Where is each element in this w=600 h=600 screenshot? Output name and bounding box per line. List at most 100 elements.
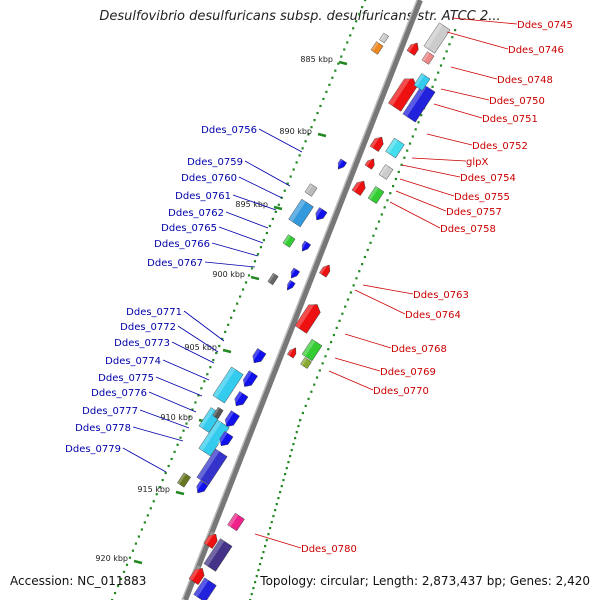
reverse-gene-label: Ddes_0762: [168, 208, 224, 219]
outer-track-dot: [366, 248, 369, 252]
gene-shine: [379, 33, 386, 41]
inner-track-dot: [164, 471, 167, 475]
forward-gene-block: [378, 164, 394, 180]
inner-track-dot: [227, 323, 230, 326]
outer-track-dot: [363, 255, 367, 259]
outer-track-dot: [324, 355, 327, 358]
kbp-tick-label: 895 kbp: [235, 200, 268, 209]
gene-shine: [378, 164, 389, 177]
gene-arrow: [351, 180, 366, 196]
outer-track-dot: [255, 575, 258, 578]
reverse-gene-leader: [132, 426, 184, 442]
outer-track-dot: [277, 497, 280, 500]
reverse-gene-leader: [204, 261, 256, 268]
inner-track-dot: [364, 0, 367, 2]
forward-gene-leader: [395, 190, 447, 212]
outer-track-dot: [341, 312, 344, 315]
outer-track-dot: [313, 383, 316, 386]
forward-gene-block: [319, 262, 331, 278]
forward-gene-label: Ddes_0780: [301, 544, 357, 555]
kbp-tick-label: 915 kbp: [137, 485, 170, 494]
gene-block: [227, 512, 245, 532]
outer-track-dot: [349, 291, 352, 294]
gene-shine: [189, 565, 201, 581]
inner-track-dot: [253, 260, 257, 263]
inner-track-dot: [137, 535, 140, 538]
outer-track-dot: [257, 569, 260, 572]
gene-shine: [240, 370, 253, 386]
gene-shine: [335, 158, 343, 169]
kbp-tick-label: 885 kbp: [300, 55, 333, 64]
outer-track-dot: [394, 177, 398, 181]
inner-track-dot: [346, 41, 349, 44]
outer-track-dot: [282, 479, 285, 482]
gene-shine: [249, 348, 261, 362]
reverse-gene-block: [282, 234, 296, 248]
reverse-gene-leader: [225, 211, 269, 229]
outer-track-dot: [304, 404, 307, 408]
outer-track-dot: [411, 135, 414, 138]
reverse-gene-label: Ddes_0773: [114, 338, 170, 349]
inner-track-dot: [233, 309, 236, 312]
gene-shine: [203, 538, 225, 567]
kbp-tick-mark: [175, 490, 185, 496]
outer-track-dot: [301, 411, 305, 415]
reverse-gene-block: [312, 207, 328, 221]
gene-block: [421, 51, 435, 65]
reverse-gene-block: [288, 267, 300, 279]
gene-shine: [231, 391, 243, 405]
reverse-gene-leader: [162, 359, 210, 381]
outer-track-dot: [321, 362, 324, 365]
outer-track-dot: [327, 348, 330, 351]
inner-track-dot: [206, 373, 209, 376]
outer-track-dot: [290, 449, 293, 452]
outer-track-dot: [274, 509, 277, 512]
gene-block: [378, 164, 394, 180]
inner-track-dot: [182, 429, 185, 432]
forward-gene-block: [203, 538, 233, 572]
forward-gene-label: glpX: [466, 157, 488, 168]
genome-backbone-highlight: [181, 0, 418, 600]
outer-track-dot: [284, 473, 287, 476]
outer-track-dot: [397, 170, 400, 174]
outer-track-dot: [252, 587, 255, 590]
gene-shine: [193, 577, 209, 598]
forward-gene-label: Ddes_0757: [446, 207, 502, 218]
forward-gene-leader: [451, 17, 518, 25]
inner-track-dot: [265, 231, 268, 235]
outer-track-dot: [272, 515, 275, 518]
reverse-gene-block: [288, 198, 314, 228]
gene-block: [423, 22, 451, 54]
inner-track-dot: [194, 401, 197, 404]
inner-track-dot: [167, 464, 170, 468]
inner-track-dot: [218, 344, 221, 348]
forward-gene-leader: [411, 157, 467, 162]
outer-track-dot: [265, 539, 268, 542]
gene-arrow: [294, 304, 321, 334]
outer-track-dot: [295, 431, 298, 434]
gene-shine: [284, 280, 292, 290]
forward-gene-block: [203, 531, 218, 549]
reverse-gene-leader: [155, 376, 203, 397]
outer-track-dot: [267, 533, 270, 536]
outer-track-dot: [400, 163, 403, 166]
inner-track-dot: [319, 104, 322, 108]
inner-track-dot: [146, 514, 149, 517]
reverse-gene-block: [193, 480, 209, 494]
gene-shine: [413, 73, 425, 87]
outer-track-dot: [445, 50, 448, 53]
gene-block: [212, 406, 224, 420]
gene-arrow: [364, 158, 375, 170]
inner-track-dot: [241, 288, 245, 291]
outer-track-dot: [417, 121, 420, 124]
forward-gene-block: [193, 577, 217, 600]
inner-track-dot: [143, 521, 146, 524]
inner-track-dot: [128, 556, 132, 559]
gene-block: [370, 41, 384, 55]
outer-track-dot: [448, 43, 451, 46]
reverse-gene-block: [196, 448, 228, 486]
gene-block: [282, 234, 296, 248]
outer-track-dot: [315, 376, 319, 379]
reverse-gene-label: Ddes_0760: [181, 173, 237, 184]
